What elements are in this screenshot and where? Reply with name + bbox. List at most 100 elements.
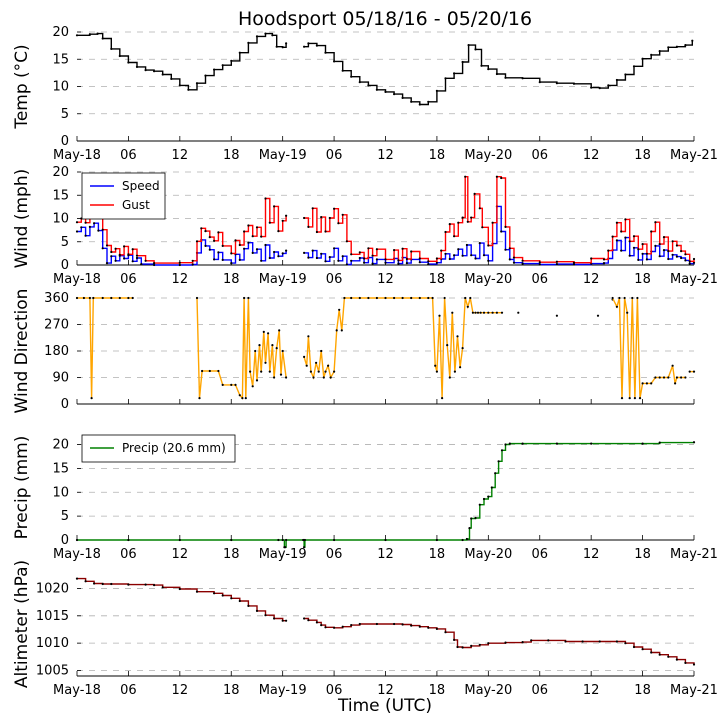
temp-xtick-label: 12 xyxy=(377,148,394,163)
temp-xtick-label: 12 xyxy=(583,148,600,163)
wind-series-speed-line xyxy=(304,205,695,266)
direction-series-direction-point xyxy=(118,296,121,300)
wind-series-speed-point xyxy=(453,254,456,257)
wind-series-gust-point xyxy=(204,230,207,233)
direction-series-direction-point xyxy=(278,329,281,332)
wind-xtick-label: 12 xyxy=(583,272,600,287)
precip-series-precip-20-6-mm--point xyxy=(285,538,288,542)
panel-wind: 0 5 10 15 20 May-18 06 12 18 May-19 06 12 18 May-20 06… xyxy=(12,165,718,287)
direction-series-direction-late-point xyxy=(636,296,639,300)
precip-series-precip-20-6-mm--point xyxy=(302,538,305,542)
panel-altimeter: 1005 1010 1015 1020 May-18 06 12 18 May-19 06 12 18… xyxy=(12,560,718,698)
direction-series-direction-point xyxy=(88,296,91,300)
wind-series-speed-point xyxy=(101,247,104,250)
direction-series-direction-point xyxy=(469,296,472,300)
direction-series-direction-point xyxy=(320,349,323,353)
wind-series-gust-point xyxy=(118,253,121,256)
direction-series-direction-point xyxy=(453,370,456,373)
direction-series-direction-late-point xyxy=(611,296,614,300)
wind-series-gust-point xyxy=(358,251,361,254)
precip-xtick-label: 12 xyxy=(377,547,394,562)
temp-series-temp-point xyxy=(127,61,130,64)
altimeter-series-altimeter-point xyxy=(281,619,284,622)
wind-series-speed-point xyxy=(131,260,134,263)
wind-series-gust-point xyxy=(178,261,181,264)
wind-series-gust-point xyxy=(131,248,134,251)
temp-series-temp-point xyxy=(410,100,413,103)
wind-series-speed-point xyxy=(662,249,666,252)
wind-series-speed-point xyxy=(658,255,661,258)
direction-series-direction-isolated-point xyxy=(517,311,520,314)
precip-series-precip-20-6-mm--point xyxy=(303,538,306,542)
altimeter-series-altimeter-point xyxy=(303,617,306,620)
direction-series-direction-point xyxy=(327,364,330,367)
wind-series-gust-point xyxy=(311,207,314,210)
altimeter-ytick-label: 1005 xyxy=(36,664,69,679)
direction-series-direction-point xyxy=(249,370,252,373)
wind-series-gust-point xyxy=(110,250,113,254)
altimeter-series-altimeter-point xyxy=(692,663,696,666)
wind-series-gust-point xyxy=(247,224,250,227)
altimeter-xtick-label: 18 xyxy=(223,683,240,698)
direction-series-direction-point xyxy=(312,376,315,379)
precip-series-precip-20-6-mm--point xyxy=(230,538,233,542)
temp-series-temp-point xyxy=(178,84,181,87)
wind-series-speed-point xyxy=(320,252,323,255)
wind-series-gust-point xyxy=(667,250,670,253)
altimeter-series-altimeter-point xyxy=(487,642,490,645)
altimeter-series-altimeter-point xyxy=(75,577,79,580)
temp-series-temp-point xyxy=(358,81,361,84)
altimeter-xtick-label: 06 xyxy=(326,683,343,698)
direction-series-direction-point xyxy=(688,370,691,373)
wind-series-speed-point xyxy=(345,263,348,266)
altimeter-series-altimeter-point xyxy=(530,639,533,642)
direction-series-direction-point xyxy=(127,296,130,300)
x-axis-label: Time (UTC) xyxy=(337,696,432,716)
direction-series-direction-late-point xyxy=(626,311,629,314)
direction-series-direction-isolated-point xyxy=(555,314,559,317)
wind-series-gust-point xyxy=(470,216,473,219)
wind-series-gust-point xyxy=(650,230,653,233)
altimeter-series-altimeter-point xyxy=(547,639,550,642)
direction-series-direction-point xyxy=(335,329,338,332)
precip-xtick-label: 18 xyxy=(429,547,446,562)
direction-series-direction-point xyxy=(500,311,504,314)
wind-ytick-label: 5 xyxy=(61,235,69,250)
direction-series-direction-point xyxy=(471,311,474,314)
direction-series-direction-point xyxy=(254,349,257,353)
temp-series-temp-point xyxy=(367,84,370,87)
wind-series-speed-point xyxy=(504,248,507,251)
direction-series-direction-point xyxy=(251,385,254,388)
direction-ytick-label: 0 xyxy=(61,397,69,412)
direction-series-direction-point xyxy=(343,296,346,300)
temp-xtick-label: 06 xyxy=(531,148,548,163)
wind-series-gust-point xyxy=(324,230,327,233)
altimeter-series-altimeter-point xyxy=(341,625,344,628)
altimeter-series-altimeter-point xyxy=(401,623,404,626)
direction-series-direction-point xyxy=(279,373,283,376)
direction-series-direction-point xyxy=(491,311,494,314)
wind-xtick-label: 12 xyxy=(377,272,394,287)
direction-series-direction-point xyxy=(350,296,353,300)
temp-series-temp-point xyxy=(247,41,250,45)
temp-y-axis-label: Temp (°C) xyxy=(12,44,32,129)
wind-series-gust-point xyxy=(418,257,421,260)
direction-series-direction-point xyxy=(238,394,241,397)
altimeter-series-altimeter-point xyxy=(667,655,670,658)
wind-series-gust-point xyxy=(572,261,576,264)
wind-series-gust-point xyxy=(397,259,400,262)
wind-series-gust-point xyxy=(260,235,263,238)
direction-series-direction-point xyxy=(479,311,482,314)
direction-series-direction-point xyxy=(309,370,312,373)
wind-series-gust-point xyxy=(105,244,109,247)
wind-ytick-label: 20 xyxy=(52,165,69,180)
altimeter-ytick-label: 1010 xyxy=(36,636,69,651)
wind-series-gust-point xyxy=(481,226,484,229)
altimeter-series-altimeter-point xyxy=(427,626,430,629)
altimeter-xtick-label: 12 xyxy=(583,683,600,698)
altimeter-series-altimeter-point xyxy=(410,624,413,627)
direction-series-direction-point xyxy=(451,311,454,314)
altimeter-series-altimeter-point xyxy=(127,583,130,586)
precip-xtick-label: May-21 xyxy=(670,547,718,562)
wind-series-gust-point xyxy=(662,236,666,239)
